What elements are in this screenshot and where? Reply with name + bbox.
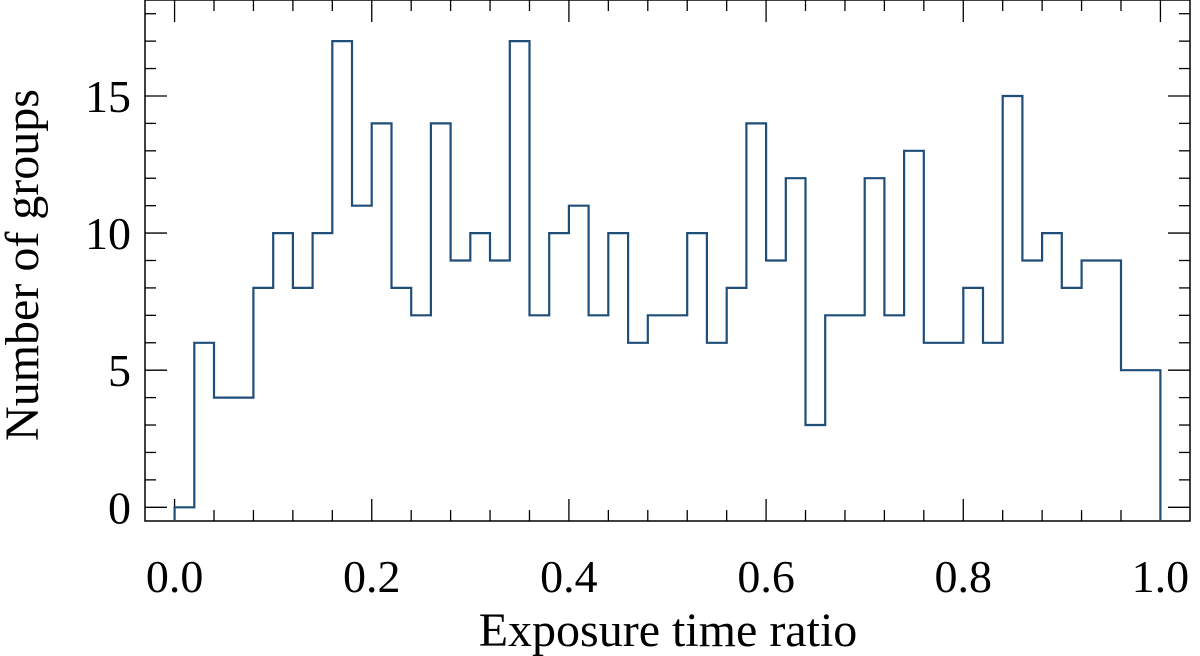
x-tick-label: 1.0 bbox=[1132, 551, 1190, 602]
x-tick-label: 0.2 bbox=[343, 551, 401, 602]
x-axis-title: Exposure time ratio bbox=[479, 604, 858, 656]
x-tick-label: 0.8 bbox=[935, 551, 993, 602]
axis-ticks bbox=[145, 0, 1190, 521]
x-tick-label: 0.0 bbox=[146, 551, 204, 602]
x-tick-label: 0.4 bbox=[540, 551, 598, 602]
x-tick-label: 0.6 bbox=[737, 551, 795, 602]
y-axis-title: Number of groups bbox=[0, 89, 49, 441]
y-tick-label: 10 bbox=[85, 208, 131, 259]
y-tick-label: 15 bbox=[85, 71, 131, 122]
histogram-line bbox=[173, 40, 1162, 521]
y-tick-label: 5 bbox=[108, 345, 131, 396]
tick-labels: 0.0 0.2 0.4 0.6 0.8 1.0 0 5 10 15 bbox=[85, 71, 1189, 602]
y-tick-label: 0 bbox=[108, 482, 131, 533]
